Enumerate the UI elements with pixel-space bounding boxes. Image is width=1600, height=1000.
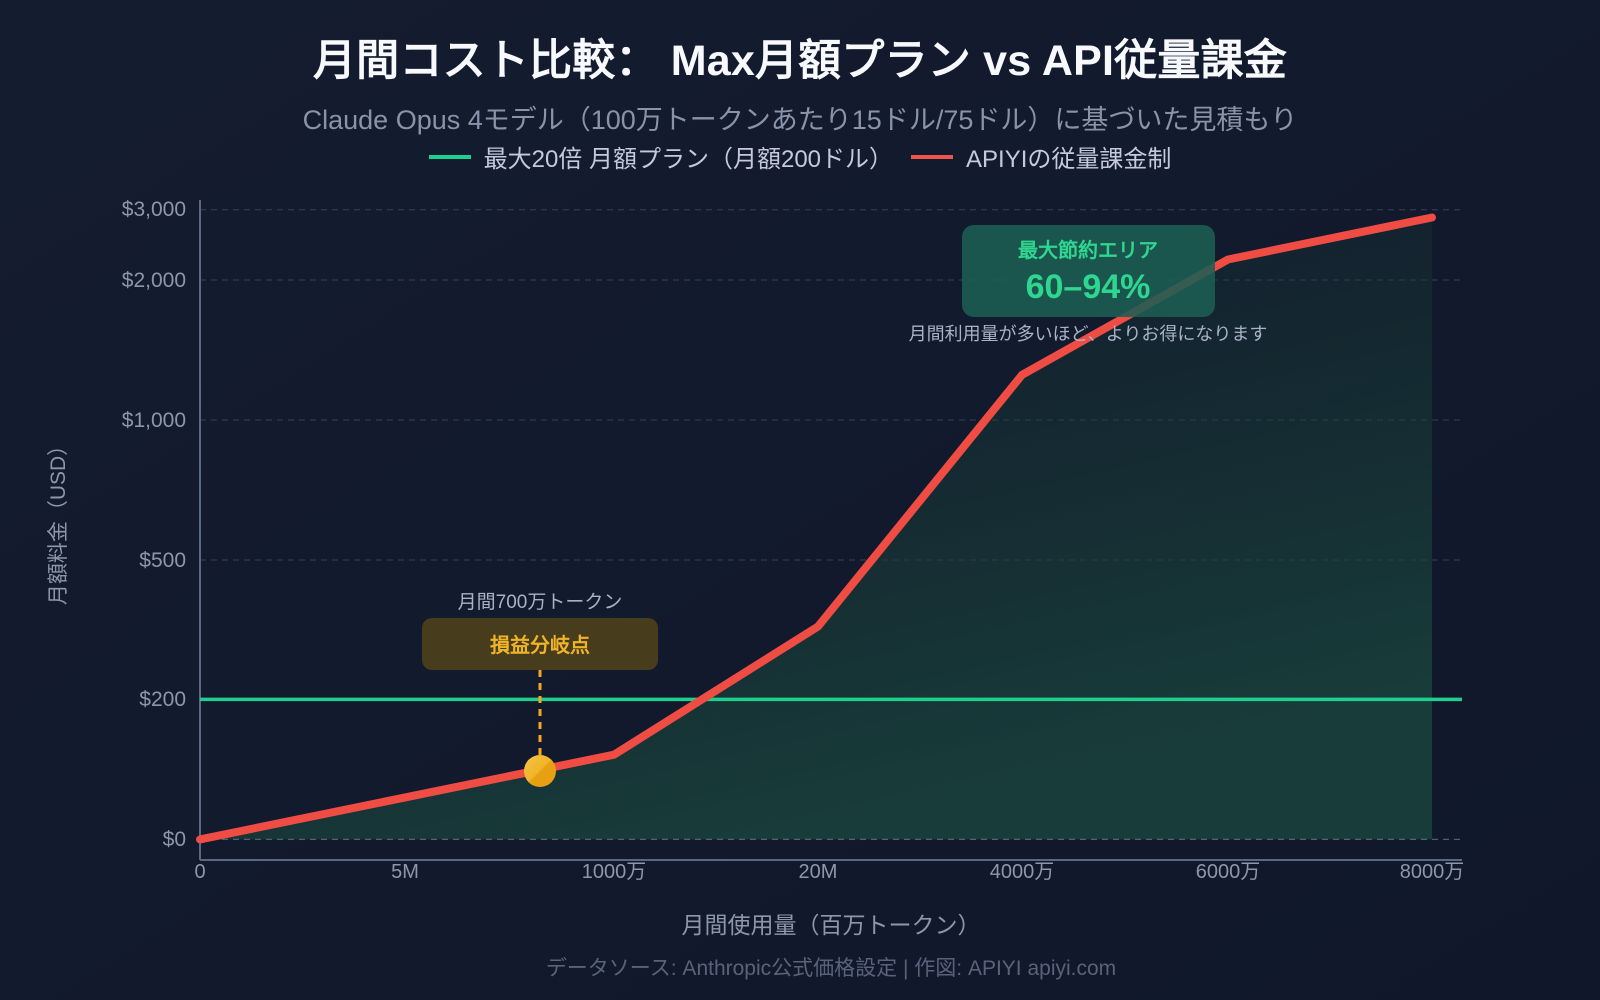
svg-text:損益分岐点: 損益分岐点 xyxy=(490,633,590,657)
svg-text:60–94%: 60–94% xyxy=(1026,268,1151,306)
svg-text:データソース: Anthropic公式価格設定 | 作図:: データソース: Anthropic公式価格設定 | 作図: APIYI apiy… xyxy=(546,957,1116,980)
svg-text:月間使用量（百万トークン）: 月間使用量（百万トークン） xyxy=(682,912,981,938)
svg-text:$200: $200 xyxy=(139,688,186,711)
svg-text:5M: 5M xyxy=(391,861,419,883)
svg-text:4000万: 4000万 xyxy=(990,861,1055,883)
svg-text:8000万: 8000万 xyxy=(1400,861,1465,883)
svg-text:月間700万トークン: 月間700万トークン xyxy=(458,591,623,613)
svg-text:6000万: 6000万 xyxy=(1196,861,1261,883)
svg-text:$0: $0 xyxy=(163,828,186,851)
svg-text:$3,000: $3,000 xyxy=(122,198,186,221)
svg-text:最大節約エリア: 最大節約エリア xyxy=(1018,238,1158,262)
svg-text:月額料金（USD）: 月額料金（USD） xyxy=(47,435,70,605)
svg-text:0: 0 xyxy=(194,861,205,883)
svg-text:$2,000: $2,000 xyxy=(122,269,186,292)
svg-text:20M: 20M xyxy=(799,861,838,883)
svg-text:$1,000: $1,000 xyxy=(122,409,186,432)
svg-text:月間利用量が多いほど、よりお得になります: 月間利用量が多いほど、よりお得になります xyxy=(909,324,1268,344)
svg-text:1000万: 1000万 xyxy=(582,861,647,883)
svg-text:$500: $500 xyxy=(139,549,186,572)
